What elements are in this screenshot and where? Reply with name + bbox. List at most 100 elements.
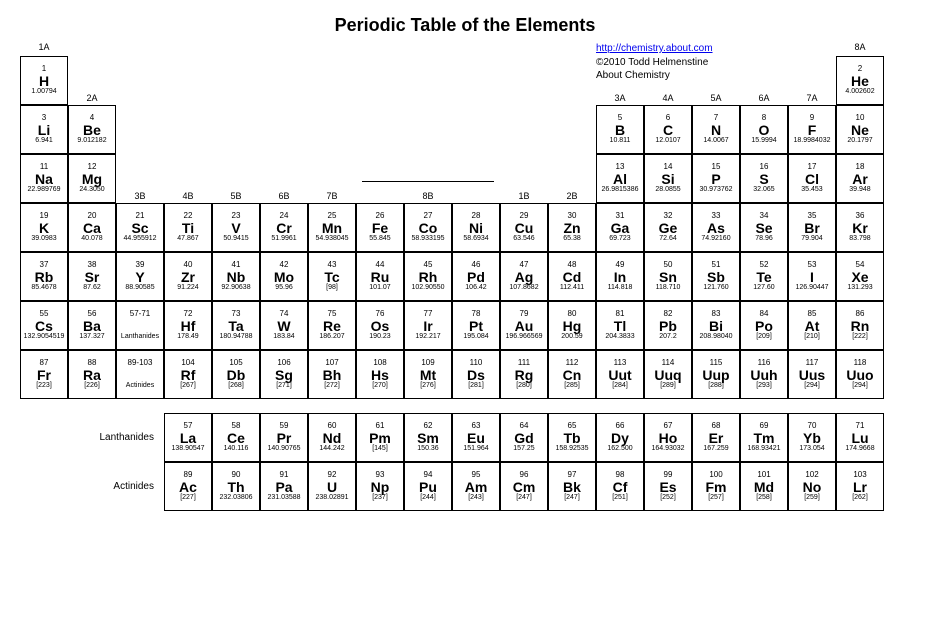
element-symbol: Ac [179,480,197,495]
atomic-mass: 238.02891 [315,494,348,501]
atomic-mass: [285] [564,382,580,389]
element-Se: 34Se78.96 [740,203,788,252]
element-Fm: 100Fm[257] [692,462,740,511]
atomic-mass: 180.94788 [219,333,252,340]
element-symbol: Nb [227,270,246,285]
element-P: 15P30.973762 [692,154,740,203]
atomic-mass: [247] [564,494,580,501]
atomic-mass: 137.327 [79,333,104,340]
element-Pd: 46Pd106.42 [452,252,500,301]
atomic-mass: [267] [180,382,196,389]
element-Ru: 44Ru101.07 [356,252,404,301]
element-symbol: Eu [467,431,485,446]
element-symbol: Li [38,123,50,138]
atomic-mass: 167.259 [703,445,728,452]
atomic-mass: 50.9415 [223,235,248,242]
element-Ho: 67Ho164.93032 [644,413,692,462]
element-Tb: 65Tb158.92535 [548,413,596,462]
atomic-mass: 6.941 [35,137,53,144]
source-link[interactable]: http://chemistry.about.com [596,43,713,54]
group-label: 5A [692,93,740,105]
element-symbol: Cs [35,319,53,334]
group-label: 2B [548,191,596,203]
group-label: 4A [644,93,692,105]
group-label: 8B [404,191,452,203]
element-Fr: 87Fr[223] [20,350,68,399]
element-symbol: N [711,123,721,138]
atomic-mass: [276] [420,382,436,389]
actinides-label: Actinides [20,462,164,511]
element-symbol: Th [227,480,244,495]
element-symbol: Cf [613,480,628,495]
element-Th: 90Th232.03806 [212,462,260,511]
atomic-mass: 44.955912 [123,235,156,242]
atomic-mass: 40.078 [81,235,102,242]
element-Re: 75Re186.207 [308,301,356,350]
element-Ds: 110Ds[281] [452,350,500,399]
element-Es: 99Es[252] [644,462,692,511]
element-Ce: 58Ce140.116 [212,413,260,462]
element-symbol: At [805,319,820,334]
element-symbol: Ba [83,319,101,334]
element-symbol: Mn [322,221,342,236]
atomic-mass: 192.217 [415,333,440,340]
element-Al: 13Al26.9815386 [596,154,644,203]
element-I: 53I126.90447 [788,252,836,301]
element-symbol: Pa [275,480,292,495]
atomic-mass: 24.3050 [79,186,104,193]
element-Uuq: 114Uuq[289] [644,350,692,399]
element-symbol: Bh [323,368,342,383]
element-Ni: 28Ni58.6934 [452,203,500,252]
element-Uup: 115Uup[288] [692,350,740,399]
element-Ca: 20Ca40.078 [68,203,116,252]
element-Sg: 106Sg[271] [260,350,308,399]
group-8b-bracket [362,181,494,191]
atomic-mass: 207.2 [659,333,677,340]
element-symbol: Uuo [846,368,873,383]
element-Kr: 36Kr83.798 [836,203,884,252]
element-symbol: Al [613,172,627,187]
element-symbol: Cr [276,221,292,236]
atomic-mass: 151.964 [463,445,488,452]
element-Bi: 83Bi208.98040 [692,301,740,350]
element-symbol: Ca [83,221,101,236]
element-symbol: Db [227,368,246,383]
element-symbol: Uuq [654,368,681,383]
element-Uuo: 118Uuo[294] [836,350,884,399]
element-Cu: 29Cu63.546 [500,203,548,252]
element-Am: 95Am[243] [452,462,500,511]
atomic-mass: 79.904 [801,235,822,242]
element-Hs: 108Hs[270] [356,350,404,399]
atomic-mass: 106.42 [465,284,486,291]
atomic-mass: 4.002602 [845,88,874,95]
atomic-mass: 118.710 [656,284,681,291]
atomic-mass: 112.411 [560,284,584,291]
element-Dy: 66Dy162.500 [596,413,644,462]
atomic-mass: [280] [516,382,532,389]
element-Rf: 104Rf[267] [164,350,212,399]
group-label [452,201,500,203]
element-Sr: 38Sr87.62 [68,252,116,301]
atomic-mass: 183.84 [273,333,294,340]
element-symbol: Am [465,480,488,495]
atomic-mass: [284] [612,382,628,389]
element-Pt: 78Pt195.084 [452,301,500,350]
element-symbol: Pt [469,319,483,334]
atomic-mass: 28.0855 [655,186,680,193]
atomic-mass: 10.811 [610,137,631,144]
element-symbol: Lr [853,480,867,495]
element-Zn: 30Zn65.38 [548,203,596,252]
atomic-mass: 102.90550 [411,284,444,291]
element-Ga: 31Ga69.723 [596,203,644,252]
element-symbol: C [663,123,673,138]
element-Be: 4Be9.012182 [68,105,116,154]
element-symbol: Te [756,270,771,285]
element-symbol: Xe [851,270,868,285]
element-Nb: 41Nb92.90638 [212,252,260,301]
element-Ac: 89Ac[227] [164,462,212,511]
element-symbol: V [231,221,240,236]
element-symbol: Tc [324,270,339,285]
element-symbol: Fe [372,221,388,236]
element-symbol: Mt [420,368,436,383]
element-Sn: 50Sn118.710 [644,252,692,301]
